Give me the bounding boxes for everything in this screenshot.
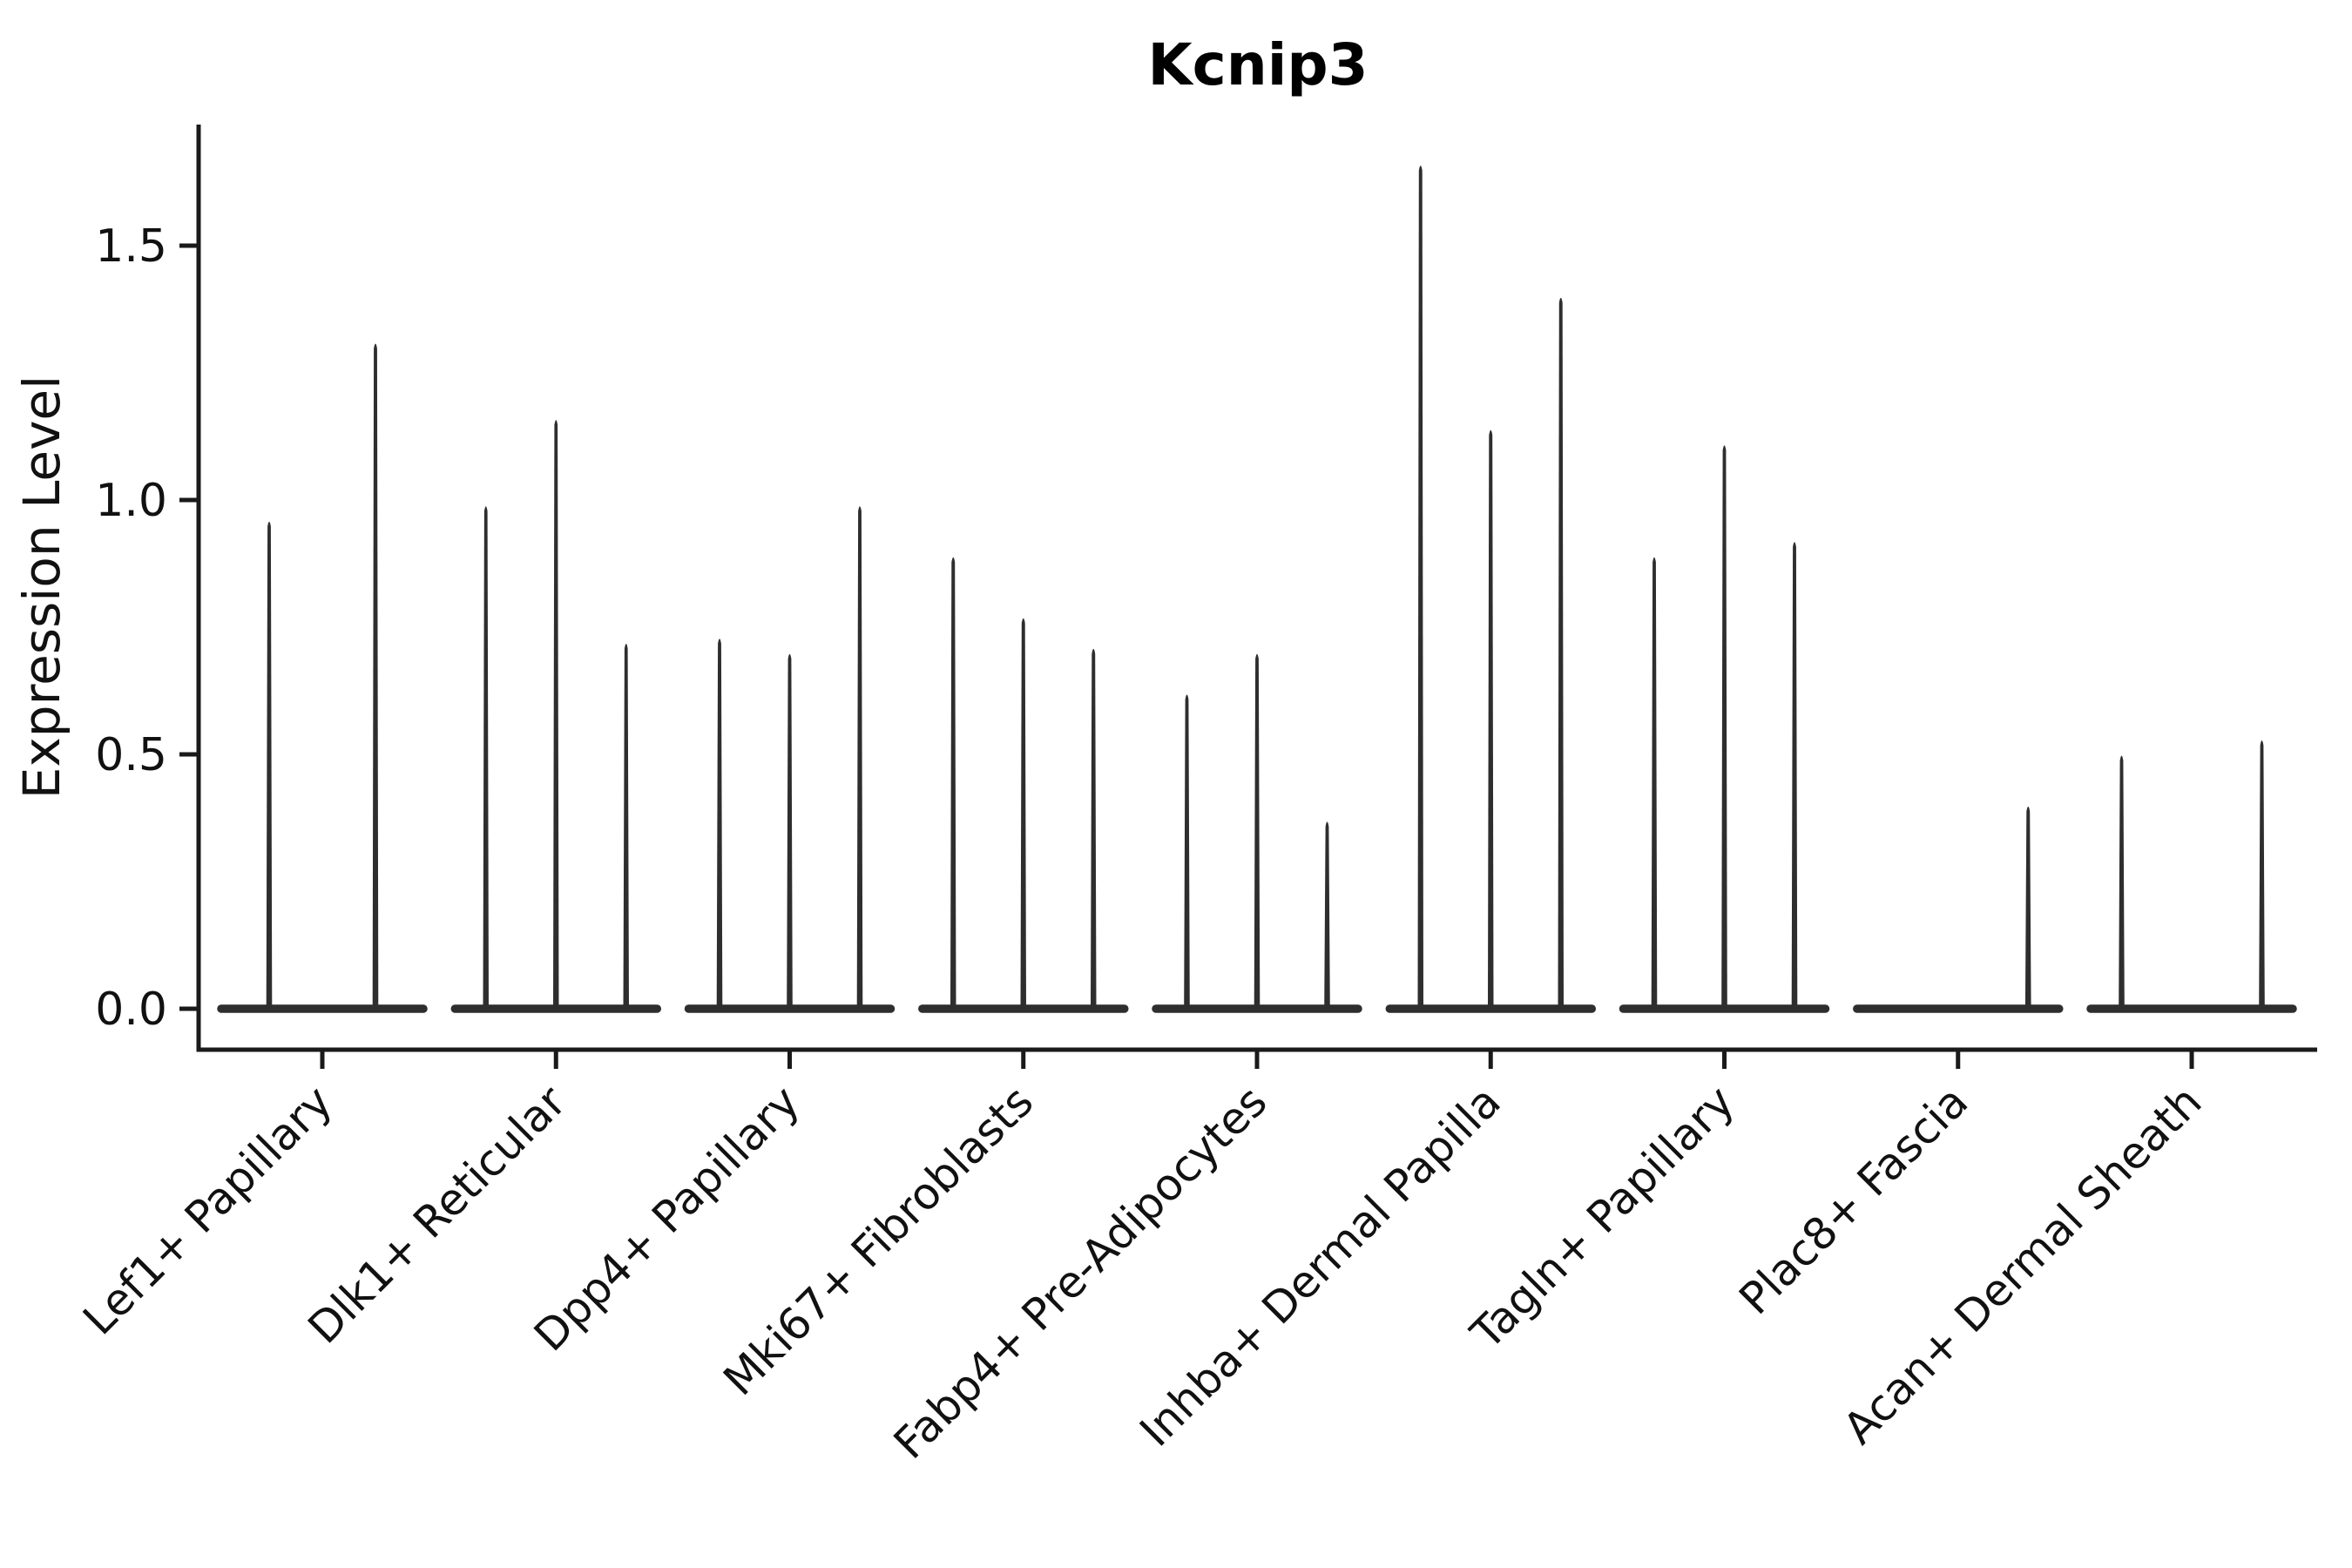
x-tick-label: Dlk1+ Reticular [299, 1076, 576, 1353]
violin-spike [372, 343, 379, 1009]
violin-spike [2259, 740, 2265, 1009]
violin-spike [1558, 297, 1564, 1009]
x-tick-label: Lef1+ Papillary [73, 1076, 341, 1344]
violin-spike [1651, 557, 1658, 1009]
violin-spike [2119, 755, 2125, 1009]
violin-spike [716, 639, 723, 1009]
chart-title: Kcnip3 [1147, 31, 1368, 98]
violin-spike [1091, 648, 1097, 1009]
violin-spike [1020, 618, 1026, 1009]
y-tick-label-15: 1.5 [95, 220, 167, 273]
violin-spike [856, 506, 863, 1009]
y-tick-label-0: 0.0 [95, 983, 167, 1036]
violin-spike [553, 420, 559, 1010]
x-tick-label: Plac8+ Fascia [1730, 1076, 1978, 1324]
violin-spike [1488, 429, 1494, 1009]
violin-spike [266, 521, 273, 1009]
y-tick-label-05: 0.5 [95, 729, 167, 781]
violin-spike [950, 557, 956, 1009]
violin-spike [1721, 445, 1727, 1009]
violin-spike [1184, 694, 1190, 1009]
violin-spike [787, 653, 793, 1009]
violin-spike [1324, 821, 1330, 1009]
y-axis-label: Expression Level [12, 375, 71, 799]
violin-spike [1254, 653, 1260, 1009]
violin-spike [483, 506, 489, 1009]
violin-series [217, 166, 2297, 1013]
violin-spike [2024, 806, 2031, 1009]
violin-spike [1417, 166, 1423, 1010]
violin-spike [623, 644, 629, 1009]
y-tick-label-10: 1.0 [95, 475, 167, 527]
x-ticks [320, 1050, 2194, 1069]
violin-spike [1791, 542, 1798, 1009]
x-tick-label: Fabp4+ Pre-Adipocytes [884, 1076, 1277, 1469]
